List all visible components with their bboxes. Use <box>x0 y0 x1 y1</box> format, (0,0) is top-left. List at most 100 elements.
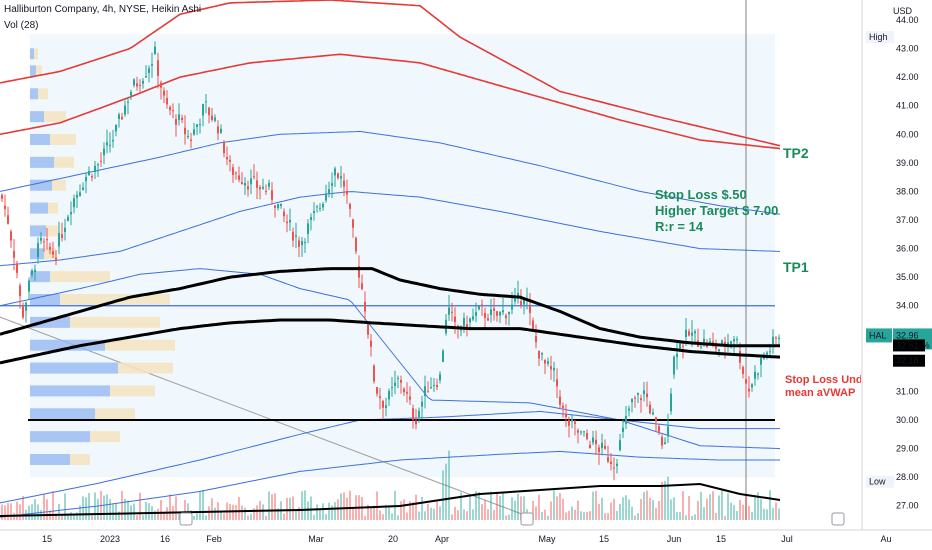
volume-bar <box>445 463 447 520</box>
candle-body <box>490 309 492 316</box>
volume-legend[interactable]: Vol (28) <box>4 20 39 31</box>
volume-bar <box>430 507 432 520</box>
price-tick-label: 28.00 <box>896 472 919 482</box>
candle-body <box>658 426 660 432</box>
volume-bar <box>103 495 105 520</box>
profile-bar-down <box>95 408 135 420</box>
level-box <box>893 354 925 367</box>
candle-body <box>463 318 465 326</box>
volume-bar <box>511 497 513 520</box>
candle-body <box>136 83 138 87</box>
candle-body <box>229 159 231 162</box>
candle-body <box>187 135 189 138</box>
volume-bar <box>253 508 255 520</box>
volume-bar <box>586 511 588 520</box>
candle-body <box>130 91 132 96</box>
volume-bar <box>385 504 387 520</box>
candle-body <box>715 345 717 350</box>
candle-body <box>556 379 558 387</box>
candle-body <box>505 315 507 319</box>
volume-bar <box>652 500 654 520</box>
volume-bar <box>424 511 426 520</box>
volume-bar <box>208 506 210 520</box>
profile-bar-up <box>30 134 50 145</box>
candle-body <box>655 417 657 422</box>
volume-bar <box>22 495 24 520</box>
candle-body <box>325 193 327 201</box>
profile-bar-up <box>30 385 110 397</box>
volume-bar <box>184 500 186 520</box>
volume-bar <box>460 492 462 520</box>
candle-body <box>637 393 639 395</box>
candle-body <box>208 107 210 116</box>
candle-body <box>76 194 78 198</box>
profile-bar-down <box>38 88 48 100</box>
volume-bar <box>649 497 651 520</box>
candle-body <box>70 212 72 215</box>
candle-body <box>394 382 396 386</box>
candle-body <box>703 338 705 343</box>
candle-body <box>115 124 117 132</box>
volume-bar <box>382 514 384 520</box>
volume-bar <box>376 491 378 520</box>
volume-bar <box>466 511 468 520</box>
candle-body <box>574 421 576 424</box>
volume-bar <box>247 515 249 520</box>
price-tick-label: 30.00 <box>896 415 919 425</box>
volume-bar <box>73 514 75 520</box>
volume-bar <box>538 494 540 520</box>
profile-bar-down <box>34 48 38 60</box>
volume-bar <box>703 507 705 520</box>
candle-body <box>454 316 456 322</box>
candle-body <box>193 129 195 135</box>
volume-bar <box>439 506 441 520</box>
candle-body <box>28 280 30 292</box>
chart-title[interactable]: Halliburton Company, 4h, NYSE, Heikin As… <box>4 4 202 15</box>
volume-bar <box>433 508 435 520</box>
volume-bar <box>721 490 723 520</box>
candle-body <box>268 182 270 187</box>
candle-body <box>301 241 303 246</box>
volume-bar <box>523 496 525 520</box>
candle-body <box>565 414 567 417</box>
candle-body <box>19 285 21 297</box>
candle-body <box>58 232 60 247</box>
time-label: May <box>538 534 556 544</box>
volume-bar <box>619 503 621 520</box>
volume-bar <box>295 510 297 520</box>
candle-body <box>478 305 480 310</box>
candle-body <box>10 231 12 241</box>
candle-body <box>343 180 345 187</box>
candle-body <box>133 79 135 86</box>
candle-body <box>694 331 696 334</box>
vwap-band-line <box>0 53 781 150</box>
volume-bar <box>220 512 222 520</box>
candle-body <box>289 219 291 223</box>
stop-loss-line-3: R:r = 14 <box>655 219 704 234</box>
volume-bar <box>640 499 642 520</box>
candle-body <box>292 231 294 241</box>
candle-body <box>691 332 693 336</box>
volume-bar <box>82 496 84 520</box>
candle-body <box>769 351 771 353</box>
candle-body <box>106 142 108 146</box>
profile-bar-up <box>30 65 36 77</box>
volume-bar <box>43 493 45 520</box>
time-label: Mar <box>308 534 324 544</box>
profile-bar-down <box>50 271 110 283</box>
candle-body <box>520 301 522 306</box>
candle-body <box>265 191 267 193</box>
candle-body <box>196 124 198 127</box>
volume-bar <box>388 505 390 520</box>
volume-bar <box>691 515 693 520</box>
candle-body <box>337 173 339 179</box>
candle-body <box>223 141 225 154</box>
candle-body <box>22 306 24 318</box>
volume-bar <box>76 512 78 520</box>
profile-bar-down <box>60 294 170 305</box>
volume-bar <box>733 505 735 520</box>
candle-body <box>310 217 312 221</box>
horizontal-levels <box>0 305 775 421</box>
